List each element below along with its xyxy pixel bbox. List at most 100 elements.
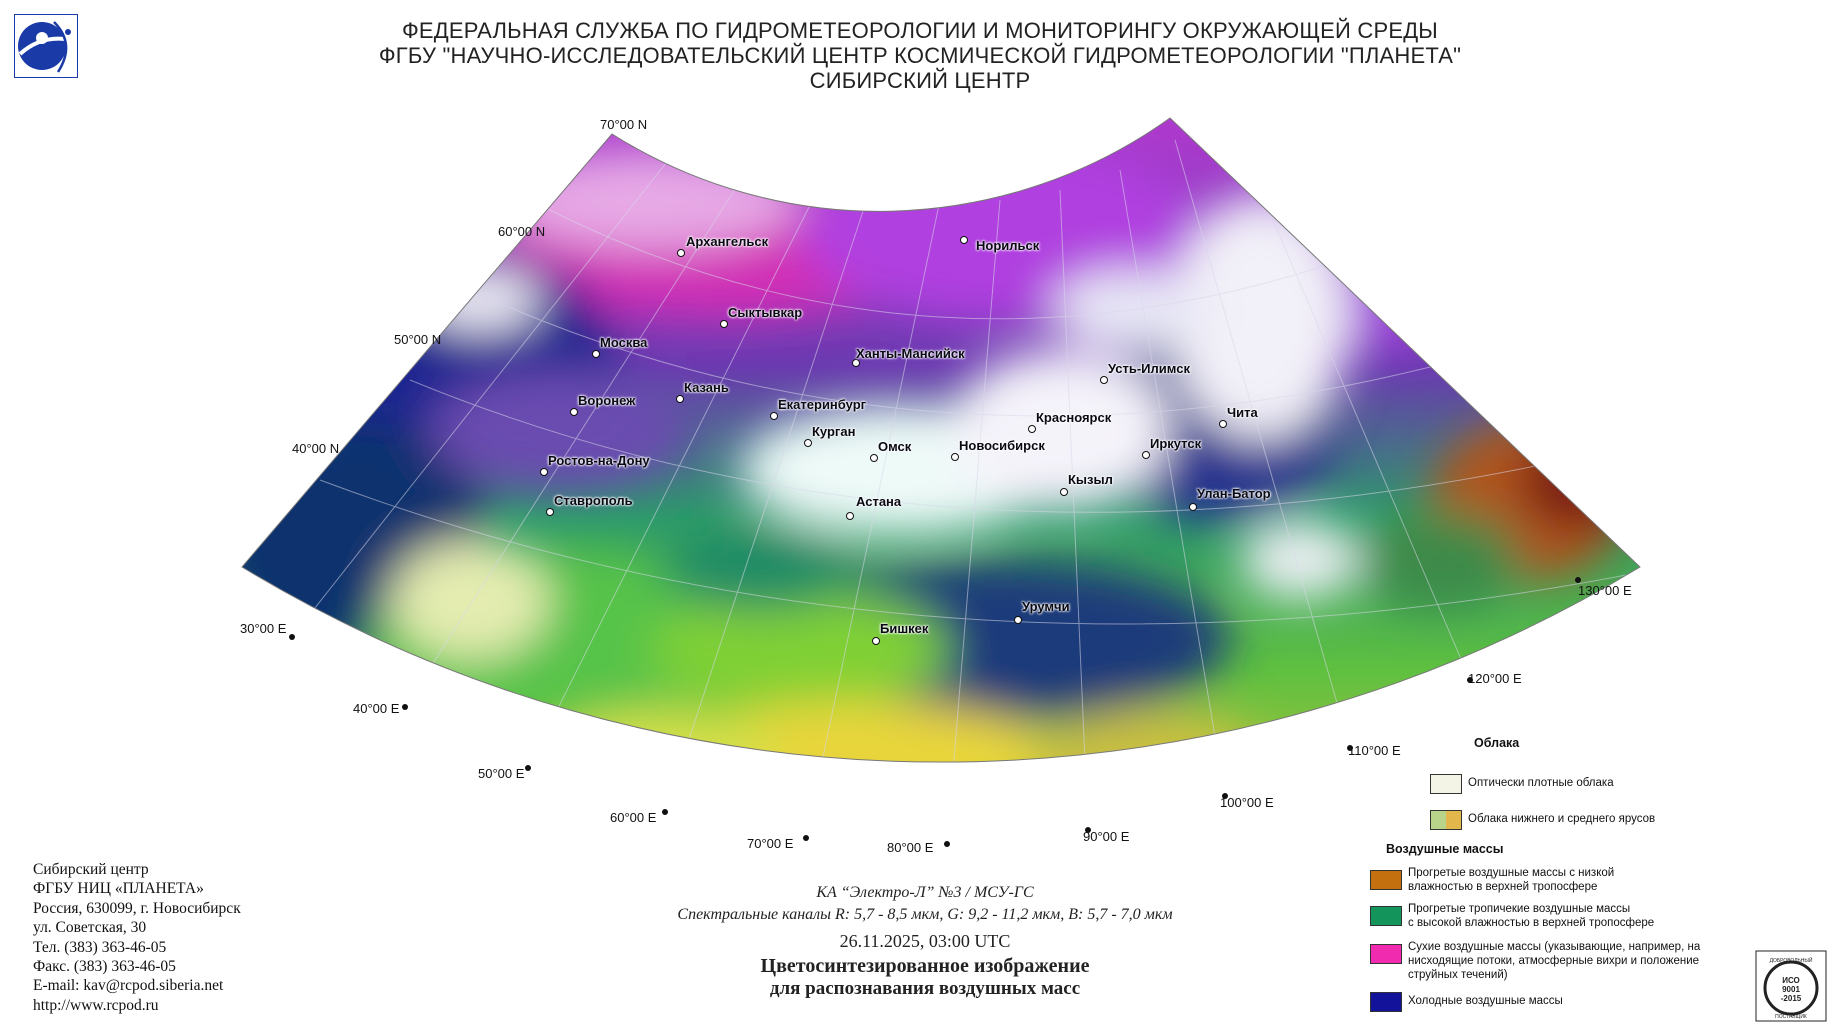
lon-label-30: 30°00 E <box>240 621 287 636</box>
iso-bottom-text: ПОСТАВЩИК <box>1775 1014 1807 1020</box>
city-omsk: Омск <box>878 439 912 454</box>
city-stavropol: Ставрополь <box>554 493 633 508</box>
city-marker <box>1028 425 1036 433</box>
city-marker <box>676 395 684 403</box>
contacts-website[interactable]: http://www.rcpod.ru <box>33 996 159 1014</box>
spectral-channels: Спектральные каналы R: 5,7 - 8,5 мкм, G:… <box>677 906 1173 923</box>
city-marker <box>570 408 578 416</box>
city-kyzyl: Кызыл <box>1068 472 1113 487</box>
legend-text-line: с высокой влажностью в верхней тропосфер… <box>1408 917 1655 929</box>
satellite-name: КА “Электро-Л” №3 / МСУ-ГС <box>816 884 1034 901</box>
city-marker <box>804 439 812 447</box>
contacts-line: Сибирский центр <box>33 861 149 878</box>
image-datetime: 26.11.2025, 03:00 UTC <box>839 931 1011 951</box>
lon-label-120: 120°00 E <box>1468 671 1522 686</box>
lat-label-60: 60°00 N <box>498 224 546 239</box>
legend-label: Прогретые воздушные массы с низкой влажн… <box>1408 866 1758 894</box>
legend-swatch-warm-dry <box>1370 870 1402 890</box>
city-bishkek: Бишкек <box>880 621 929 636</box>
city-kurgan: Курган <box>812 424 856 439</box>
lon-label-110: 110°00 E <box>1348 743 1401 758</box>
city-krasnoyarsk: Красноярск <box>1036 410 1112 425</box>
city-marker <box>951 453 959 461</box>
legend-swatch-dense-clouds <box>1430 774 1462 794</box>
city-marker <box>770 412 778 420</box>
city-norilsk: Норильск <box>976 238 1040 253</box>
legend-label: Сухие воздушные массы (указывающие, напр… <box>1408 940 1758 982</box>
legend-text-line: струйных течений) <box>1408 969 1508 981</box>
city-ulan-bator: Улан-Батор <box>1197 486 1271 501</box>
lon-label-130: 130°00 E <box>1578 583 1632 598</box>
contacts-block: Сибирский центр ФГБУ НИЦ «ПЛАНЕТА» Росси… <box>33 860 333 1015</box>
iso-line-3: -2015 <box>1781 994 1802 1003</box>
city-khanty-mansiysk: Ханты-Мансийск <box>856 346 965 361</box>
legend-clouds-heading: Облака <box>1474 736 1520 750</box>
legend-swatch-dry-air <box>1370 944 1402 964</box>
city-marker <box>870 454 878 462</box>
city-marker <box>960 236 968 244</box>
contacts-line: Россия, 630099, г. Новосибирск <box>33 899 241 917</box>
city-syktyvkar: Сыктывкар <box>728 305 803 320</box>
lon-label-40: 40°00 E <box>353 701 400 716</box>
city-chita: Чита <box>1227 405 1258 420</box>
iso-certification-badge: ДОБРОВОЛЬНЫЙ ИСО 9001 -2015 ПОСТАВЩИК <box>1755 950 1827 1022</box>
city-marker <box>592 350 600 358</box>
city-yekaterinburg: Екатеринбург <box>778 397 867 412</box>
map-frame <box>241 117 1641 763</box>
longitude-ticks <box>289 577 1581 847</box>
header-line-1: ФЕДЕРАЛЬНАЯ СЛУЖБА ПО ГИДРОМЕТЕОРОЛОГИИ … <box>402 18 1438 43</box>
city-marker <box>1142 451 1150 459</box>
city-marker <box>1014 616 1022 624</box>
legend-text-line: нисходящие потоки, атмосферные вихри и п… <box>1408 955 1700 967</box>
legend-swatch-cold-air <box>1370 992 1402 1012</box>
lat-label-40: 40°00 N <box>292 441 340 456</box>
city-astana: Астана <box>856 494 902 509</box>
city-marker <box>677 249 685 257</box>
contacts-phone: Тел. (383) 363-46-05 <box>33 938 167 956</box>
city-rostov-na-donu: Ростов-на-Дону <box>548 453 650 468</box>
legend-label: Холодные воздушные массы <box>1408 995 1563 1007</box>
planeta-logo-icon <box>14 14 78 78</box>
image-title: Цветосинтезированное изображение <box>760 955 1090 977</box>
city-arkhangelsk: Архангельск <box>686 234 769 249</box>
city-marker <box>546 508 554 516</box>
city-marker <box>540 468 548 476</box>
contacts-fax: Факс. (383) 363-46-05 <box>33 958 176 976</box>
legend-label: Облака нижнего и среднего ярусов <box>1468 813 1656 825</box>
header-line-3: СИБИРСКИЙ ЦЕНТР <box>809 68 1031 93</box>
city-marker <box>1100 376 1108 384</box>
legend-text-line: Прогретые тропичекие воздушные массы <box>1408 903 1631 915</box>
legend-air-heading: Воздушные массы <box>1386 842 1504 856</box>
image-subtitle: для распознавания воздушных масс <box>769 978 1081 999</box>
lon-label-70: 70°00 E <box>747 836 794 851</box>
legend-swatch-low-mid-clouds <box>1430 810 1462 830</box>
city-marker <box>872 637 880 645</box>
lat-label-50: 50°00 N <box>394 332 442 347</box>
city-voronezh: Воронеж <box>578 393 636 408</box>
city-moscow: Москва <box>600 335 648 350</box>
legend-text-line: влажностью в верхней тропосфере <box>1408 881 1598 893</box>
iso-top-text: ДОБРОВОЛЬНЫЙ <box>1770 956 1813 964</box>
header-line-2: ФГБУ "НАУЧНО-ИССЛЕДОВАТЕЛЬСКИЙ ЦЕНТР КОС… <box>378 43 1462 68</box>
city-marker <box>1060 488 1068 496</box>
contacts-line: ФГБУ НИЦ «ПЛАНЕТА» <box>33 880 204 898</box>
lon-label-90: 90°00 E <box>1083 829 1130 844</box>
lon-label-100: 100°00 E <box>1220 795 1274 810</box>
city-irkutsk: Иркутск <box>1150 436 1202 451</box>
contacts-email[interactable]: E-mail: kav@rcpod.siberia.net <box>33 977 224 995</box>
lon-label-50: 50°00 E <box>478 766 525 781</box>
city-marker <box>720 320 728 328</box>
city-marker <box>846 512 854 520</box>
lat-label-70: 70°00 N <box>600 117 648 132</box>
iso-line-1: ИСО <box>1782 976 1800 985</box>
city-kazan: Казань <box>684 380 729 395</box>
legend-label: Оптически плотные облака <box>1468 777 1614 789</box>
city-marker <box>852 359 860 367</box>
city-ust-ilimsk: Усть-Илимск <box>1108 361 1190 376</box>
city-novosibirsk: Новосибирск <box>959 438 1045 453</box>
city-urumqi: Урумчи <box>1022 599 1070 614</box>
iso-line-2: 9001 <box>1782 985 1800 994</box>
legend-swatch-tropical-moist <box>1370 906 1402 926</box>
legend-label: Прогретые тропичекие воздушные массы с в… <box>1408 902 1758 930</box>
